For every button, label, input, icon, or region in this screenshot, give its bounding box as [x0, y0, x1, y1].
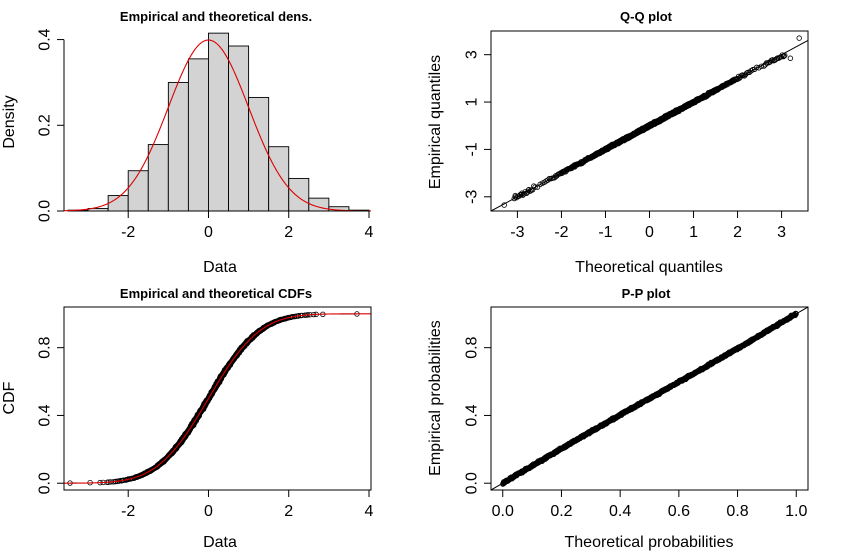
histogram-bar	[228, 45, 250, 212]
qq-point	[796, 35, 802, 41]
qq-plot-box	[490, 30, 809, 212]
qq-point	[511, 195, 517, 202]
qq-point	[531, 183, 537, 189]
pp-x-tick-label: 0.6	[668, 503, 690, 520]
pp-x-tick-label: 0.8	[726, 503, 748, 520]
cdf-xlabel: Data	[203, 534, 237, 551]
pp-point	[793, 311, 799, 317]
density-xlabel: Data	[203, 259, 237, 276]
density-x-tick-label: 2	[284, 224, 293, 241]
density-x-tick-label: -2	[121, 224, 135, 241]
qq-y-tick-label: 1	[464, 98, 481, 107]
density-y-tick-label: 0.4	[37, 28, 54, 50]
cdf-x-tick-label: 0	[204, 503, 213, 520]
density-y-tick-label: 0.2	[37, 114, 54, 136]
qq-point	[787, 55, 794, 61]
density-y-tick-label: 0.0	[37, 200, 54, 222]
density-fit-curve	[63, 39, 371, 212]
histogram-bar	[127, 170, 149, 212]
pp-x-tick-label: 0.4	[609, 503, 631, 520]
pp-y-tick-label: 0.8	[464, 336, 481, 358]
cdf-y-tick-label: 0.8	[37, 336, 54, 358]
qq-x-tick-label: 2	[733, 224, 742, 241]
density-ylabel: Density	[1, 95, 18, 148]
histogram-bar	[167, 81, 189, 212]
pp-y-tick-label: 0.0	[464, 472, 481, 494]
cdf-y-tick-label: 0.4	[37, 404, 54, 426]
qq-title: Q-Q plot	[620, 9, 673, 24]
qq-point	[753, 64, 760, 71]
pp-xlabel: Theoretical probabilities	[565, 534, 734, 551]
qq-x-tick-label: 1	[689, 224, 698, 241]
cdf-panel: Empirical and theoretical CDFs Data CDF …	[1, 286, 374, 551]
qq-x-tick-label: 0	[645, 224, 654, 241]
qq-x-tick-label: -1	[598, 224, 612, 241]
cdf-ylabel: CDF	[1, 381, 18, 414]
qq-panel: Q-Q plot Theoretical quantiles Empirical…	[427, 9, 809, 276]
qq-point	[501, 202, 507, 208]
density-title: Empirical and theoretical dens.	[120, 9, 312, 24]
pp-panel: P-P plot Theoretical probabilities Empir…	[427, 286, 809, 551]
qq-point	[769, 57, 776, 63]
pp-x-tick-label: 1.0	[785, 503, 807, 520]
histogram-bar	[288, 177, 310, 212]
pp-title: P-P plot	[622, 286, 672, 301]
qq-point	[780, 53, 787, 60]
cdf-title: Empirical and theoretical CDFs	[120, 286, 312, 301]
histogram-bar	[208, 32, 229, 212]
histogram-bar	[268, 146, 290, 212]
density-panel: Empirical and theoretical dens. Data Den…	[1, 9, 374, 276]
cdf-x-tick-label: -2	[121, 503, 135, 520]
qq-point	[779, 52, 786, 58]
qq-point	[512, 194, 519, 200]
histogram-bar	[187, 58, 209, 212]
qq-y-tick-label: -3	[464, 190, 481, 204]
qq-x-tick-label: -2	[554, 224, 568, 241]
cdf-y-tick-label: 0.0	[37, 472, 54, 494]
qq-point	[782, 52, 788, 59]
qq-point	[756, 65, 762, 71]
qq-ylabel: Empirical quantiles	[427, 55, 444, 189]
qq-x-tick-label: 3	[777, 224, 786, 241]
qq-y-tick-label: -1	[464, 142, 481, 156]
pp-x-tick-label: 0.0	[492, 503, 514, 520]
histogram-bar	[147, 144, 169, 212]
qq-xlabel: Theoretical quantiles	[575, 259, 723, 276]
cdf-plot-box	[63, 306, 372, 491]
cdf-x-tick-label: 4	[365, 503, 374, 520]
density-x-tick-label: 4	[365, 224, 374, 241]
qq-point	[521, 191, 527, 197]
pp-y-tick-label: 0.4	[464, 404, 481, 426]
density-x-tick-label: 0	[204, 224, 213, 241]
pp-x-tick-label: 0.2	[550, 503, 572, 520]
cdf-fit-curve	[63, 313, 371, 484]
qq-y-tick-label: 3	[464, 50, 481, 59]
pp-ylabel: Empirical probabilities	[427, 320, 444, 476]
cdf-x-tick-label: 2	[284, 503, 293, 520]
qq-x-tick-label: -3	[510, 224, 524, 241]
